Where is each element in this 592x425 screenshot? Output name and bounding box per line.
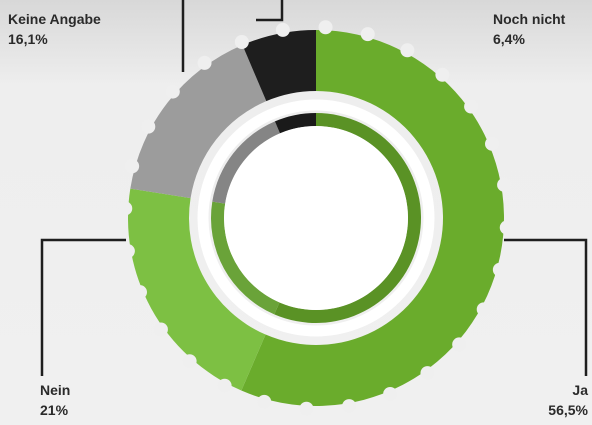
- rim-notch: [132, 285, 147, 300]
- leader-lines: [40, 0, 588, 376]
- rim-notch: [153, 322, 168, 337]
- category-label: Noch nicht: [493, 11, 566, 27]
- center: [224, 126, 408, 310]
- rim-notch: [141, 119, 156, 134]
- leader-line: [40, 238, 126, 376]
- value-label: 6,4%: [493, 31, 525, 47]
- rim-notch: [234, 34, 249, 49]
- rim-notch: [360, 27, 375, 42]
- rim-notch: [318, 20, 333, 35]
- white-ring: [197, 99, 435, 337]
- rim-notch: [497, 177, 512, 192]
- donut-slice: [242, 30, 316, 102]
- rim-notch: [383, 387, 398, 402]
- donut-slice: [241, 30, 505, 406]
- inner-ring-slice: [274, 113, 316, 134]
- rim-notch: [197, 55, 212, 70]
- rim-notch: [165, 84, 180, 99]
- value-label: 21%: [40, 402, 69, 418]
- leader-line: [504, 238, 588, 376]
- leader-line: [256, 0, 284, 22]
- rim-notch: [400, 43, 415, 58]
- rim-notch: [299, 401, 314, 416]
- inner-ring-slice: [211, 201, 280, 315]
- rim-notch: [120, 244, 135, 259]
- rim-notch: [485, 136, 500, 151]
- rim-notch: [257, 394, 272, 409]
- rim-notch: [435, 67, 450, 82]
- rim-notch: [182, 354, 197, 369]
- inner-ring-slice: [212, 121, 280, 204]
- rim-notch: [342, 399, 357, 414]
- rim-notch: [125, 159, 140, 174]
- value-label: 16,1%: [8, 31, 48, 47]
- rim-notch: [476, 302, 491, 317]
- value-label: 56,5%: [548, 402, 588, 418]
- rim-notch: [452, 337, 467, 352]
- category-label: Keine Angabe: [8, 11, 101, 27]
- donut-slice: [127, 188, 266, 391]
- category-label: Ja: [572, 382, 588, 398]
- rim-notch: [118, 201, 133, 216]
- rim-notch: [420, 366, 435, 381]
- donut-slice: [130, 44, 267, 199]
- rim-notch: [464, 99, 479, 114]
- rim-notch: [499, 220, 514, 235]
- category-label: Nein: [40, 382, 70, 398]
- rim-notch: [492, 262, 507, 277]
- rim-notch: [217, 378, 232, 393]
- rim-notch: [275, 22, 290, 37]
